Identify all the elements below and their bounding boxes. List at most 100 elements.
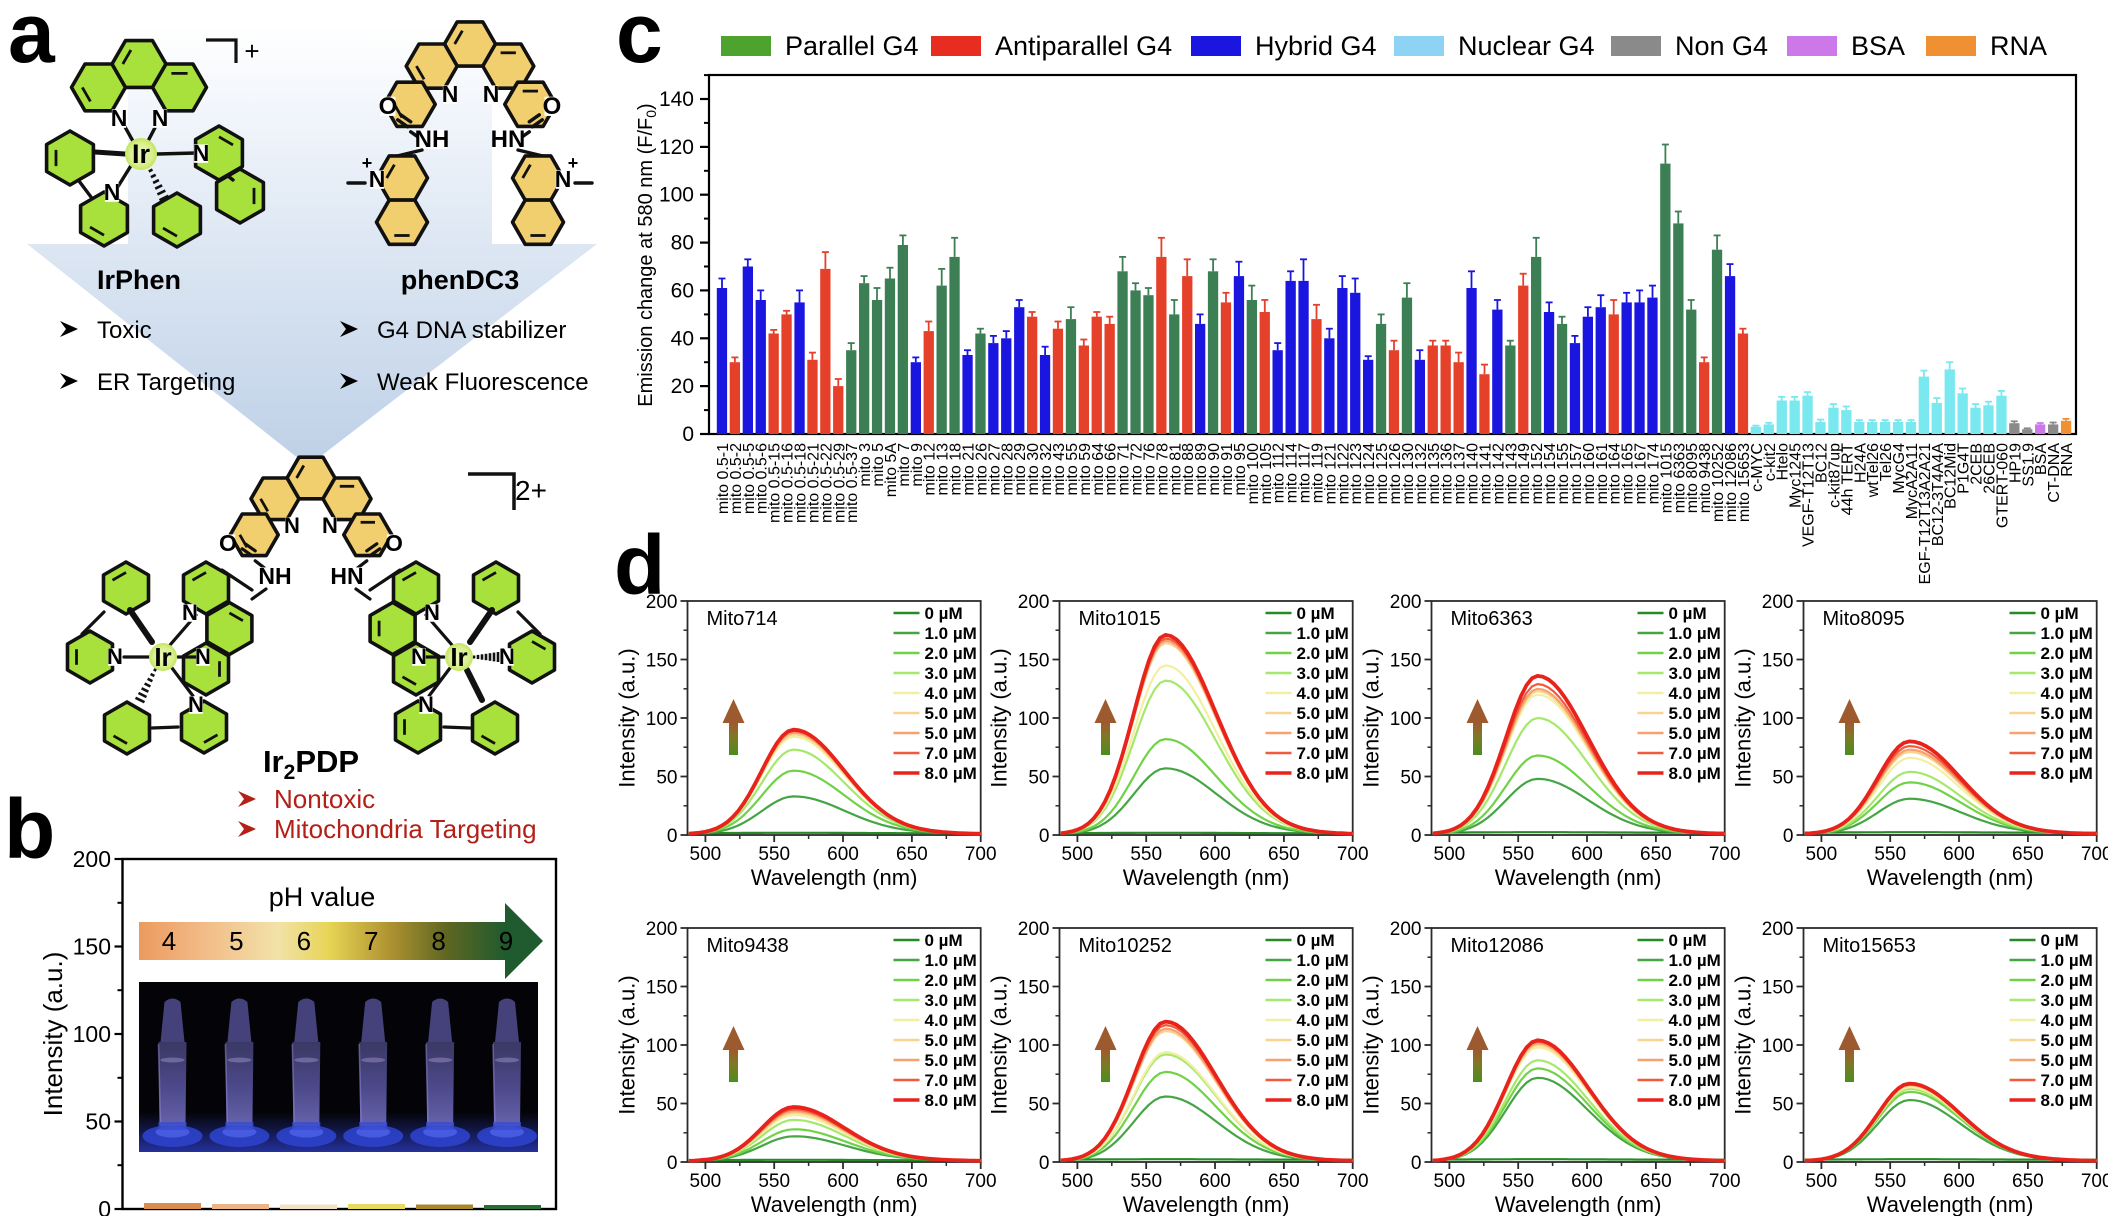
- svg-text:mito 0.5-18: mito 0.5-18: [793, 443, 810, 523]
- svg-text:500: 500: [1434, 844, 1466, 865]
- svg-text:4.0 µM: 4.0 µM: [1669, 684, 1721, 703]
- svg-text:Intensity (a.u.): Intensity (a.u.): [1359, 975, 1384, 1114]
- svg-text:0 µM: 0 µM: [1669, 604, 1707, 623]
- svg-text:600: 600: [1199, 1171, 1231, 1192]
- svg-text:200: 200: [1762, 919, 1794, 940]
- svg-text:mito 0.5-21: mito 0.5-21: [805, 443, 822, 523]
- svg-text:8.0 µM: 8.0 µM: [925, 1091, 977, 1110]
- svg-text:0: 0: [1411, 1153, 1422, 1174]
- svg-text:mito 0.5-37: mito 0.5-37: [844, 443, 861, 523]
- svg-text:5.0 µM: 5.0 µM: [1669, 1051, 1721, 1070]
- svg-text:mito 121: mito 121: [1322, 443, 1339, 504]
- svg-text:8.0 µM: 8.0 µM: [1297, 1091, 1349, 1110]
- svg-text:5.0 µM: 5.0 µM: [925, 724, 977, 743]
- svg-text:mito 124: mito 124: [1361, 443, 1378, 504]
- svg-text:Intensity (a.u.): Intensity (a.u.): [1731, 975, 1756, 1114]
- svg-text:500: 500: [1806, 844, 1838, 865]
- svg-text:mito 117: mito 117: [1297, 443, 1314, 503]
- svg-text:5.0 µM: 5.0 µM: [1669, 724, 1721, 743]
- svg-text:2.0 µM: 2.0 µM: [1669, 971, 1721, 990]
- svg-text:3.0 µM: 3.0 µM: [925, 991, 977, 1010]
- svg-text:Tel26: Tel26: [1878, 443, 1895, 481]
- svg-text:mito 0.5-16: mito 0.5-16: [780, 443, 797, 523]
- svg-text:mito 0.5-22: mito 0.5-22: [818, 443, 835, 523]
- svg-text:100: 100: [1018, 1036, 1050, 1057]
- svg-text:600: 600: [1199, 844, 1231, 865]
- svg-text:44h TERT: 44h TERT: [1839, 443, 1856, 516]
- svg-text:mito 125: mito 125: [1374, 443, 1391, 504]
- svg-text:MycG4: MycG4: [1891, 443, 1908, 494]
- svg-text:0: 0: [1783, 826, 1794, 847]
- svg-text:Mito6363: Mito6363: [1451, 608, 1533, 630]
- svg-text:Nuclear G4: Nuclear G4: [1458, 31, 1595, 61]
- svg-text:Myc1245: Myc1245: [1788, 443, 1805, 508]
- svg-text:mito 0.5-5: mito 0.5-5: [741, 443, 758, 514]
- svg-text:1.0 µM: 1.0 µM: [1297, 624, 1349, 643]
- svg-text:0: 0: [98, 1196, 111, 1216]
- svg-text:150: 150: [1018, 651, 1050, 672]
- svg-text:Hybrid G4: Hybrid G4: [1255, 31, 1377, 61]
- svg-text:60: 60: [671, 279, 694, 302]
- svg-text:1.0 µM: 1.0 µM: [1669, 951, 1721, 970]
- svg-text:mito 174: mito 174: [1646, 443, 1663, 504]
- svg-text:150: 150: [646, 978, 678, 999]
- svg-text:Wavelength (nm): Wavelength (nm): [751, 1192, 918, 1216]
- svg-text:GTERT-060: GTERT-060: [1994, 443, 2011, 528]
- svg-text:BC12-3T4A4A: BC12-3T4A4A: [1930, 443, 1947, 546]
- svg-text:wtTel26: wtTel26: [1865, 443, 1882, 498]
- svg-text:0: 0: [682, 423, 694, 446]
- svg-text:700: 700: [1337, 1171, 1369, 1192]
- svg-text:N: N: [188, 692, 204, 717]
- svg-text:Weak Fluorescence: Weak Fluorescence: [377, 369, 589, 396]
- svg-text:0 µM: 0 µM: [1297, 604, 1335, 623]
- svg-text:0 µM: 0 µM: [1669, 931, 1707, 950]
- svg-text:500: 500: [1806, 1171, 1838, 1192]
- svg-text:N: N: [195, 644, 211, 669]
- svg-text:650: 650: [1640, 844, 1672, 865]
- svg-text:IrPhen: IrPhen: [97, 265, 181, 295]
- svg-text:100: 100: [659, 184, 694, 207]
- svg-text:26CEB: 26CEB: [1982, 443, 1999, 494]
- svg-text:mito 100: mito 100: [1245, 443, 1262, 504]
- svg-text:50: 50: [1772, 768, 1793, 789]
- svg-text:Wavelength (nm): Wavelength (nm): [1495, 1192, 1662, 1216]
- svg-text:600: 600: [827, 1171, 859, 1192]
- svg-text:50: 50: [1028, 1095, 1049, 1116]
- svg-text:N: N: [418, 692, 434, 717]
- svg-text:7.0 µM: 7.0 µM: [1669, 1071, 1721, 1090]
- svg-text:mito 141: mito 141: [1478, 443, 1495, 504]
- svg-text:N: N: [411, 644, 427, 669]
- svg-text:700: 700: [965, 844, 997, 865]
- svg-text:N: N: [182, 600, 198, 625]
- svg-text:200: 200: [1390, 919, 1422, 940]
- svg-text:8.0 µM: 8.0 µM: [2041, 1091, 2093, 1110]
- svg-text:150: 150: [1762, 651, 1794, 672]
- svg-text:700: 700: [1709, 844, 1741, 865]
- svg-text:mito 0.5-2: mito 0.5-2: [728, 443, 745, 514]
- svg-text:3.0 µM: 3.0 µM: [2041, 991, 2093, 1010]
- svg-text:8.0 µM: 8.0 µM: [1669, 764, 1721, 783]
- svg-text:550: 550: [1130, 844, 1162, 865]
- svg-text:0: 0: [1039, 1153, 1050, 1174]
- svg-text:500: 500: [1434, 1171, 1466, 1192]
- svg-text:8.0 µM: 8.0 µM: [1297, 764, 1349, 783]
- svg-text:100: 100: [1390, 709, 1422, 730]
- svg-text:mito 122: mito 122: [1335, 443, 1352, 504]
- svg-text:200: 200: [1762, 592, 1794, 613]
- svg-text:mito 160: mito 160: [1581, 443, 1598, 504]
- svg-text:d: d: [614, 518, 665, 612]
- svg-text:mito 0.5-6: mito 0.5-6: [754, 443, 771, 514]
- svg-text:Wavelength (nm): Wavelength (nm): [1123, 1192, 1290, 1216]
- svg-text:VEGF-T12T13: VEGF-T12T13: [1801, 443, 1818, 547]
- svg-text:mito 0.5-1: mito 0.5-1: [715, 443, 732, 514]
- svg-text:mito 43: mito 43: [1051, 443, 1068, 496]
- svg-text:650: 650: [2012, 1171, 2044, 1192]
- svg-text:mito 28: mito 28: [999, 443, 1016, 496]
- svg-text:mito 112: mito 112: [1271, 443, 1288, 503]
- svg-text:RNA: RNA: [2059, 443, 2076, 477]
- svg-text:mito 114: mito 114: [1284, 443, 1301, 503]
- svg-text:mito 136: mito 136: [1439, 443, 1456, 504]
- svg-text:500: 500: [1062, 1171, 1094, 1192]
- svg-text:Mito12086: Mito12086: [1451, 935, 1544, 957]
- svg-text:150: 150: [1018, 978, 1050, 999]
